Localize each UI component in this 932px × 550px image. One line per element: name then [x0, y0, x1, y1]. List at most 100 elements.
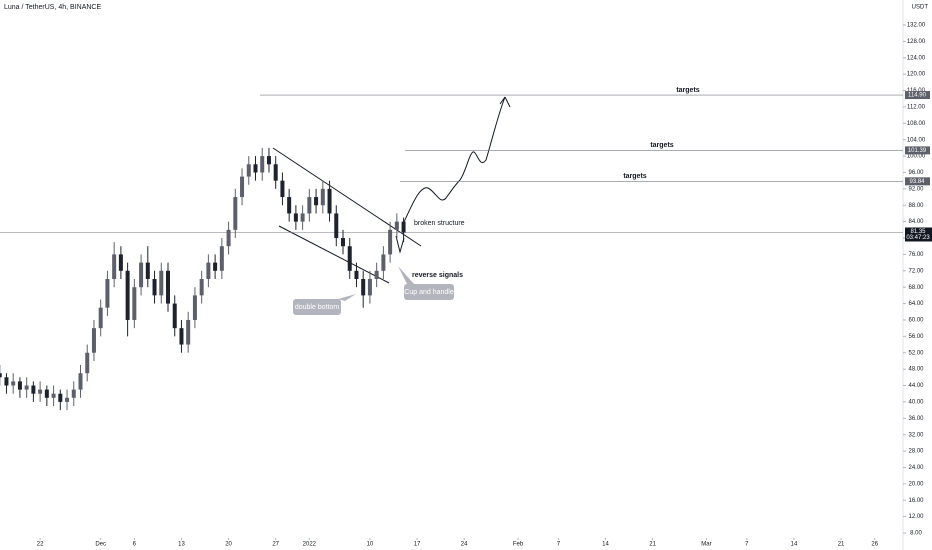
candle-body	[98, 307, 103, 329]
x-tick-label: 13	[178, 542, 185, 548]
candle-body	[341, 238, 345, 247]
target-label: targets	[676, 87, 699, 94]
x-tick-label: 27	[272, 542, 279, 548]
x-tick-label: Feb	[513, 542, 524, 548]
y-tick-label: 8.00	[910, 531, 922, 537]
y-tick-label: 72.00	[908, 268, 924, 274]
candle-body	[226, 229, 231, 247]
y-tick-label: 124.00	[907, 55, 926, 61]
candle-body	[51, 393, 56, 398]
candle-body	[24, 385, 29, 390]
candle-body	[58, 393, 63, 402]
candle-body	[125, 270, 130, 320]
candle-body	[213, 262, 218, 271]
price-tag-label: 114.90	[908, 93, 927, 99]
candle-body	[401, 221, 406, 233]
candle-body	[374, 270, 379, 279]
y-tick-label: 132.00	[907, 23, 926, 29]
y-tick-label: 88.00	[908, 203, 924, 209]
candle-body	[159, 270, 164, 296]
candle-body	[31, 385, 36, 394]
candle-body	[17, 381, 22, 390]
y-tick-label: 64.00	[908, 301, 924, 307]
candle-body	[280, 180, 285, 198]
candle-body	[273, 164, 278, 181]
candle-body	[260, 156, 265, 173]
y-tick-label: 16.00	[908, 498, 924, 504]
candle-body	[240, 176, 245, 198]
x-tick-label: 22	[37, 542, 44, 548]
x-tick-label: 6	[133, 542, 137, 548]
y-tick-label: 52.00	[908, 350, 924, 356]
price-tag	[905, 91, 930, 100]
x-tick-label: 14	[791, 542, 798, 548]
y-tick-label: 36.00	[908, 416, 924, 422]
y-tick-label: 68.00	[908, 285, 924, 291]
x-tick-label: Dec	[95, 542, 106, 548]
x-tick-label: 24	[461, 542, 468, 548]
candle-body	[118, 254, 123, 271]
y-tick-label: 32.00	[908, 432, 924, 438]
y-tick-label: 28.00	[908, 449, 924, 455]
countdown: 03:47:23	[906, 235, 930, 241]
x-tick-label: 7	[745, 542, 749, 548]
candle-body	[152, 278, 157, 296]
x-tick-label: 7	[557, 542, 561, 548]
x-tick-label: 10	[367, 542, 374, 548]
y-tick-label: 44.00	[908, 383, 924, 389]
x-tick-label: 21	[649, 542, 656, 548]
y-tick-label: 108.00	[907, 121, 926, 127]
candle-body	[145, 262, 150, 279]
callout-pointer	[338, 294, 356, 301]
y-tick-label: 96.00	[908, 170, 924, 176]
y-tick-label: 76.00	[908, 252, 924, 258]
x-tick-label: Mar	[701, 542, 711, 548]
candle-body	[91, 328, 96, 353]
candle-body	[0, 373, 2, 378]
arrow-reverse	[395, 235, 405, 254]
y-tick-label: 100.00	[907, 154, 926, 160]
candle-body	[334, 213, 339, 239]
candle-body	[361, 278, 366, 296]
candle-body	[394, 221, 399, 230]
candle-body	[78, 373, 83, 390]
candle-body	[320, 188, 325, 206]
x-tick-label: 2022	[303, 542, 317, 548]
annotation: double bottom	[295, 304, 340, 311]
candle-body	[233, 197, 238, 230]
chart-title: Luna / TetherUS, 4h, BINANCE	[4, 4, 101, 11]
candle-body	[327, 188, 332, 214]
candle-body	[266, 156, 271, 165]
candle-body	[246, 164, 251, 177]
y-axis-label: USDT	[912, 5, 929, 11]
y-tick-label: 120.00	[907, 72, 926, 78]
candle-body	[132, 287, 137, 320]
price-tag-label: 101.39	[908, 148, 927, 154]
candle-body	[71, 389, 76, 398]
candle-body	[172, 303, 177, 329]
x-tick-label: 21	[838, 542, 845, 548]
x-tick-label: 26	[871, 542, 878, 548]
last-price-label: 81.35	[910, 229, 926, 235]
annotation: reverse signals	[412, 272, 463, 279]
target-label: targets	[650, 142, 673, 149]
y-tick-label: 48.00	[908, 367, 924, 373]
channel-lower	[278, 225, 390, 284]
candle-body	[179, 328, 184, 345]
x-tick-label: 17	[414, 542, 421, 548]
candle-body	[367, 278, 372, 296]
candle-body	[314, 197, 319, 206]
candle-body	[354, 270, 359, 279]
candle-body	[293, 213, 298, 222]
candle-body	[44, 389, 49, 398]
candle-body	[307, 197, 312, 214]
annotation: Cup and handle	[404, 289, 454, 296]
price-tag	[905, 177, 930, 186]
candle-body	[166, 270, 170, 304]
candle-body	[38, 389, 43, 394]
y-tick-label: 60.00	[908, 318, 924, 324]
y-tick-label: 24.00	[908, 465, 924, 471]
y-tick-label: 20.00	[908, 481, 924, 487]
